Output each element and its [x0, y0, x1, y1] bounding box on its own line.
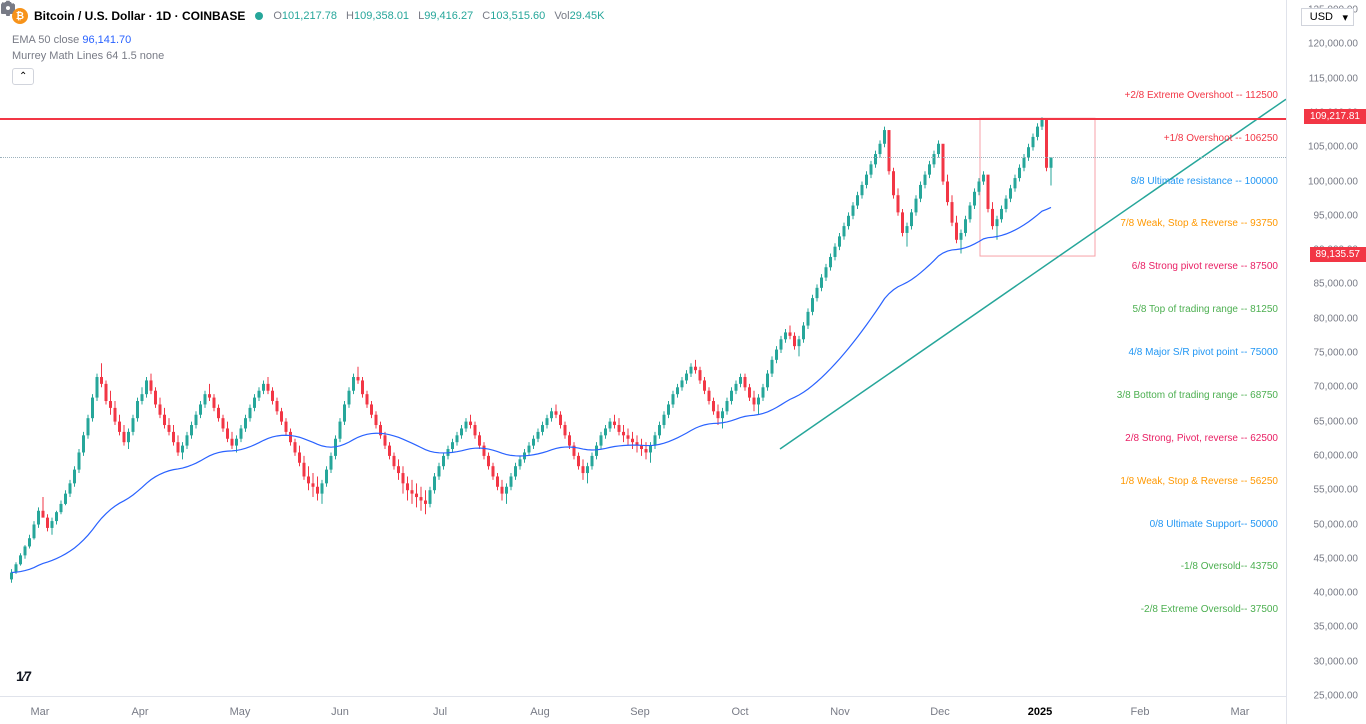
x-axis-label: 2025 [1028, 706, 1052, 718]
horizontal-line [0, 157, 1286, 158]
murrey-line-label: 8/8 Ultimate resistance -- 100000 [1131, 176, 1278, 187]
murrey-line-label: 7/8 Weak, Stop & Reverse -- 93750 [1120, 218, 1278, 229]
y-axis-label: 55,000.00 [1314, 485, 1359, 496]
x-axis-label: Dec [930, 706, 950, 718]
murrey-line-label: 6/8 Strong pivot reverse -- 87500 [1132, 261, 1278, 272]
y-axis-label: 70,000.00 [1314, 382, 1359, 393]
y-axis-label: 115,000.00 [1309, 73, 1358, 84]
price-chart[interactable] [0, 0, 1286, 696]
y-axis-label: 85,000.00 [1314, 279, 1359, 290]
ohlc-values: O101,217.78 H109,358.01 L99,416.27 C103,… [273, 10, 610, 22]
murrey-line-label: 5/8 Top of trading range -- 81250 [1133, 304, 1278, 315]
symbol-title: Bitcoin / U.S. Dollar · 1D · COINBASE [34, 9, 245, 23]
y-axis-label: 80,000.00 [1314, 313, 1359, 324]
price-tag: 89,135.57 [1310, 247, 1366, 262]
x-axis-label: Mar [31, 706, 50, 718]
y-axis-label: 40,000.00 [1314, 588, 1359, 599]
y-axis-label: 30,000.00 [1314, 656, 1359, 667]
murrey-line-label: 1/8 Weak, Stop & Reverse -- 56250 [1120, 476, 1278, 487]
status-dot [255, 12, 263, 20]
x-axis-label: May [230, 706, 251, 718]
chart-header: ₿ Bitcoin / U.S. Dollar · 1D · COINBASE … [0, 0, 1366, 32]
y-axis-label: 105,000.00 [1308, 142, 1358, 153]
murrey-line-label: -2/8 Extreme Oversold-- 37500 [1141, 604, 1278, 615]
y-axis[interactable]: 125,000.00120,000.00115,000.00110,000.00… [1286, 0, 1366, 724]
chart-area[interactable]: +2/8 Extreme Overshoot -- 112500 +1/8 Ove… [0, 0, 1366, 724]
y-axis-label: 45,000.00 [1314, 553, 1359, 564]
x-axis[interactable]: Mar Apr May Jun Jul Aug Sep Oct Nov Dec 2025 Feb Mar [0, 696, 1286, 724]
y-axis-label: 60,000.00 [1314, 450, 1359, 461]
x-axis-label: Apr [131, 706, 148, 718]
x-axis-label: Oct [731, 706, 748, 718]
x-axis-label: Sep [630, 706, 650, 718]
tradingview-logo: 1⁄7 [16, 668, 31, 684]
horizontal-line [0, 118, 1286, 120]
murrey-line-label: 3/8 Bottom of trading range -- 68750 [1117, 390, 1278, 401]
x-axis-label: Nov [830, 706, 850, 718]
x-axis-label: Jul [433, 706, 447, 718]
price-tag: 109,217.81 [1304, 109, 1366, 124]
y-axis-label: 75,000.00 [1314, 348, 1359, 359]
y-axis-label: 35,000.00 [1314, 622, 1359, 633]
x-axis-label: Jun [331, 706, 349, 718]
y-axis-label: 65,000.00 [1314, 416, 1359, 427]
y-axis-label: 25,000.00 [1314, 691, 1359, 702]
murrey-line-label: +2/8 Extreme Overshoot -- 112500 [1124, 90, 1278, 101]
y-axis-label: 120,000.00 [1308, 39, 1358, 50]
murrey-line-label: 2/8 Strong, Pivot, reverse -- 62500 [1125, 433, 1278, 444]
x-axis-label: Aug [530, 706, 550, 718]
y-axis-label: 50,000.00 [1314, 519, 1359, 530]
murrey-line-label: 4/8 Major S/R pivot point -- 75000 [1128, 347, 1278, 358]
murrey-line-label: -1/8 Oversold-- 43750 [1181, 561, 1278, 572]
y-axis-label: 100,000.00 [1308, 176, 1358, 187]
murrey-line-label: 0/8 Ultimate Support-- 50000 [1150, 519, 1278, 530]
x-axis-label: Mar [1231, 706, 1250, 718]
y-axis-label: 95,000.00 [1314, 210, 1359, 221]
bitcoin-icon: ₿ [12, 8, 28, 24]
currency-select[interactable]: USD [1301, 8, 1354, 26]
x-axis-label: Feb [1131, 706, 1150, 718]
murrey-line-label: +1/8 Overshoot -- 106250 [1164, 133, 1278, 144]
